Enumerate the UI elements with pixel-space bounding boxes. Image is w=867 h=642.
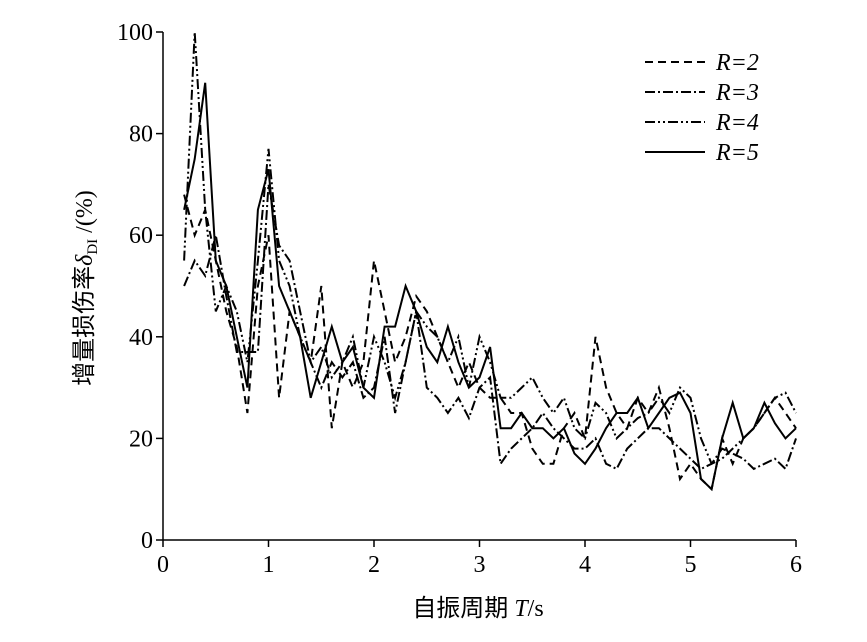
legend-label: R=2 bbox=[715, 50, 759, 76]
series-line bbox=[183, 194, 797, 492]
y-tick-label: 100 bbox=[117, 20, 153, 46]
x-tick-label: 0 bbox=[157, 552, 169, 578]
y-tick-label: 20 bbox=[129, 426, 153, 452]
x-tick-label: 6 bbox=[790, 552, 802, 578]
y-tick-label: 60 bbox=[129, 223, 153, 249]
legend-label: R=3 bbox=[715, 80, 759, 106]
y-tick-label: 80 bbox=[129, 122, 153, 148]
x-tick-label: 4 bbox=[579, 552, 591, 578]
series-line bbox=[183, 82, 797, 492]
x-tick-label: 3 bbox=[474, 552, 486, 578]
x-tick-label: 5 bbox=[685, 552, 697, 578]
y-tick-label: 0 bbox=[141, 528, 153, 554]
series-line bbox=[183, 31, 797, 466]
legend-label: R=5 bbox=[715, 140, 759, 166]
y-tick-label: 40 bbox=[129, 325, 153, 351]
x-axis-label: 自振周期 T/s bbox=[412, 595, 543, 622]
y-axis-label: 增量损伤率δDI /(%) bbox=[71, 190, 101, 386]
legend-label: R=4 bbox=[715, 110, 759, 136]
series-line bbox=[183, 184, 797, 471]
x-tick-label: 1 bbox=[263, 552, 275, 578]
x-tick-label: 2 bbox=[368, 552, 380, 578]
